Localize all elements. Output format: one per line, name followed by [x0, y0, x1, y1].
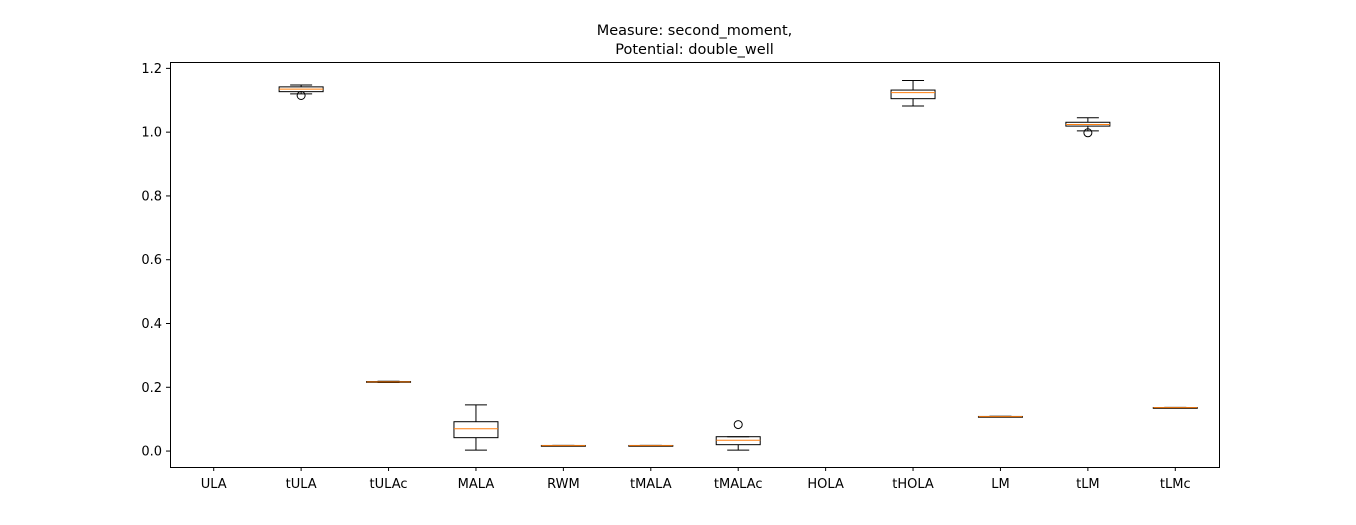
box-LM [977, 415, 1023, 418]
outlier-point [733, 420, 743, 430]
chart-title-line-1: Measure: second_moment, [597, 23, 793, 39]
outlier-point [296, 90, 306, 100]
x-tick-label: tULA [286, 477, 317, 492]
outlier-point [1083, 128, 1093, 138]
y-axis: 0.0 0.2 0.4 0.6 0.8 1.0 1.2 [141, 62, 170, 460]
x-tick-label: tLMc [1160, 477, 1191, 492]
x-tick-label: tMALAc [714, 477, 763, 492]
y-tick-label: 0.0 [141, 445, 162, 460]
y-tick-label: 0.6 [141, 253, 162, 268]
y-tick-label: 0.2 [141, 381, 162, 396]
box-tHOLA [890, 79, 936, 107]
y-tick-label: 1.0 [141, 126, 162, 141]
axes-frame [170, 62, 1220, 468]
box-tLMc [1152, 406, 1198, 409]
x-tick-label: ULA [201, 477, 227, 492]
box-RWM [540, 444, 586, 447]
x-tick-label: tLM [1076, 477, 1100, 492]
x-tick-label: MALA [458, 477, 495, 492]
box-tLM [1065, 117, 1111, 138]
box-tMALAc [715, 420, 761, 451]
box-tULAc [366, 380, 412, 383]
box-tMALA [628, 444, 674, 447]
y-tick-label: 1.2 [141, 62, 162, 77]
iqr-box [453, 421, 499, 439]
x-axis: ULA tULA tULAc MALA RWM tMALA tMALAc HOLA tHOLA L… [201, 467, 1191, 492]
y-tick-label: 0.4 [141, 317, 162, 332]
chart-marks [278, 79, 1198, 451]
box-MALA [453, 404, 499, 451]
x-tick-label: tMALA [630, 477, 672, 492]
x-tick-label: tHOLA [892, 477, 934, 492]
iqr-box [890, 89, 936, 100]
x-tick-label: RWM [547, 477, 580, 492]
y-tick-label: 0.8 [141, 189, 162, 204]
box-tULA [278, 84, 324, 100]
x-tick-label: HOLA [807, 477, 844, 492]
x-tick-label: tULAc [370, 477, 408, 492]
chart-title-line-2: Potential: double_well [615, 42, 774, 58]
x-tick-label: LM [991, 477, 1009, 492]
